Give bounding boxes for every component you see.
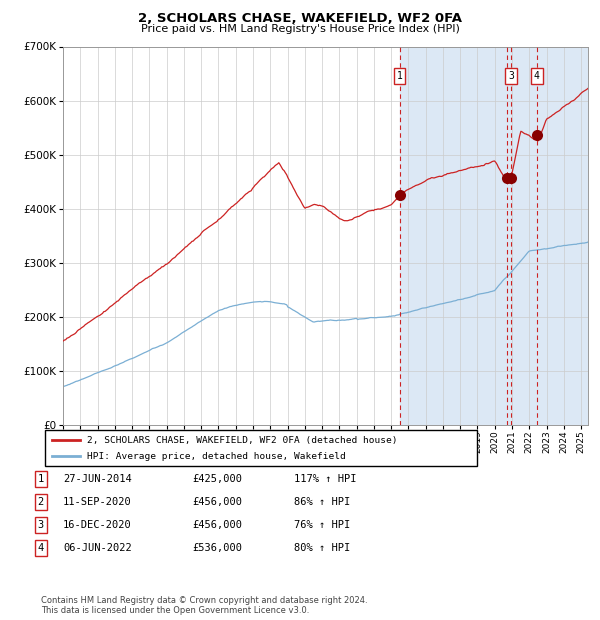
Text: 1: 1 (397, 71, 403, 81)
Text: 117% ↑ HPI: 117% ↑ HPI (294, 474, 356, 484)
Text: 2: 2 (38, 497, 44, 507)
Text: 11-SEP-2020: 11-SEP-2020 (63, 497, 132, 507)
Text: Contains HM Land Registry data © Crown copyright and database right 2024.
This d: Contains HM Land Registry data © Crown c… (41, 596, 367, 615)
Text: £456,000: £456,000 (192, 497, 242, 507)
Bar (400, 46, 592, 425)
Text: 2, SCHOLARS CHASE, WAKEFIELD, WF2 0FA (detached house): 2, SCHOLARS CHASE, WAKEFIELD, WF2 0FA (d… (87, 436, 398, 445)
Text: 27-JUN-2014: 27-JUN-2014 (63, 474, 132, 484)
Text: 3: 3 (38, 520, 44, 530)
Text: 3: 3 (508, 71, 514, 81)
Text: £456,000: £456,000 (192, 520, 242, 530)
Text: 4: 4 (38, 543, 44, 553)
Text: 4: 4 (534, 71, 539, 81)
Text: 06-JUN-2022: 06-JUN-2022 (63, 543, 132, 553)
Text: Price paid vs. HM Land Registry's House Price Index (HPI): Price paid vs. HM Land Registry's House … (140, 24, 460, 33)
Text: 80% ↑ HPI: 80% ↑ HPI (294, 543, 350, 553)
Text: £536,000: £536,000 (192, 543, 242, 553)
Text: 16-DEC-2020: 16-DEC-2020 (63, 520, 132, 530)
Text: 76% ↑ HPI: 76% ↑ HPI (294, 520, 350, 530)
Text: HPI: Average price, detached house, Wakefield: HPI: Average price, detached house, Wake… (87, 452, 346, 461)
Text: £425,000: £425,000 (192, 474, 242, 484)
Text: 2, SCHOLARS CHASE, WAKEFIELD, WF2 0FA: 2, SCHOLARS CHASE, WAKEFIELD, WF2 0FA (138, 12, 462, 25)
Text: 1: 1 (38, 474, 44, 484)
Text: 86% ↑ HPI: 86% ↑ HPI (294, 497, 350, 507)
